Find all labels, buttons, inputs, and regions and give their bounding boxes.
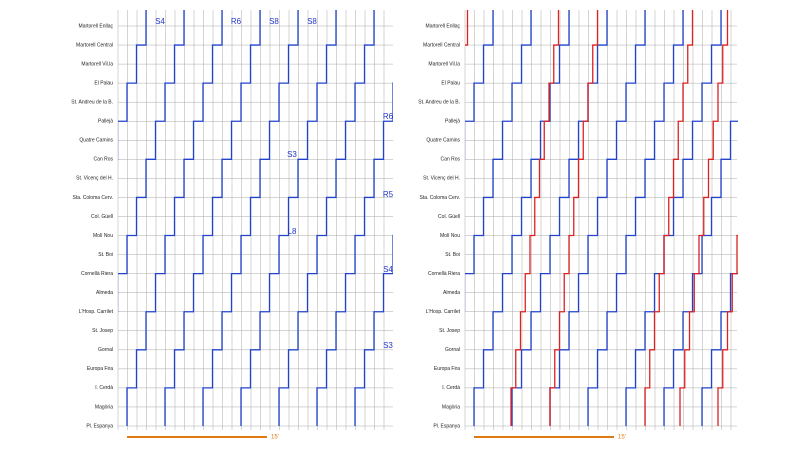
station-label: Molí Nou xyxy=(440,233,460,239)
station-label: Martorell Enllaç xyxy=(79,23,114,29)
station-label: Martorell Vil.la xyxy=(81,61,113,67)
line-label: S8 xyxy=(269,17,279,26)
station-label: Cornellà Riera xyxy=(428,271,460,277)
scale-label: 15' xyxy=(271,435,279,441)
station-label: Gornal xyxy=(98,347,113,353)
station-label: Sta. Coloma Cerv. xyxy=(73,195,113,201)
train-path xyxy=(510,10,560,426)
train-path xyxy=(465,10,494,160)
station-label: Can Ros xyxy=(94,157,114,163)
line-label: S8 xyxy=(307,17,317,26)
station-label: Cornellà Riera xyxy=(81,271,113,277)
train-path xyxy=(625,10,722,426)
line-label: L8 xyxy=(288,227,297,236)
station-label: Magòria xyxy=(442,404,460,410)
station-label: St. Andreu de la B. xyxy=(418,100,460,106)
station-label: Pl. Espanya xyxy=(433,423,460,429)
train-path xyxy=(549,10,646,426)
station-label: St. Boi xyxy=(98,252,113,258)
station-label: Pallejà xyxy=(98,119,113,125)
station-label: Quatre Camins xyxy=(79,138,113,144)
station-label: El Palau xyxy=(94,80,113,86)
station-label: Sta. Coloma Cerv. xyxy=(420,195,460,201)
right-panel: Martorell Enllaç Martorell Central Martore… xyxy=(418,10,738,441)
train-path xyxy=(717,234,738,426)
station-label: St. Vicenç del H. xyxy=(423,176,460,182)
train-path xyxy=(663,120,738,426)
station-label: St. Andreu de la B. xyxy=(71,100,113,106)
station-label: Martorell Central xyxy=(76,42,113,48)
line-label: S4 xyxy=(383,265,393,274)
station-label: Martorell Enllaç xyxy=(426,23,461,29)
train-path xyxy=(118,10,185,313)
station-label: St. Vicenç del H. xyxy=(76,176,113,182)
station-label: Col. Güell xyxy=(91,214,113,220)
train-path xyxy=(118,10,147,160)
train-path xyxy=(587,10,684,426)
station-label: El Palau xyxy=(441,80,460,86)
station-label: L'Hosp. Carrilet xyxy=(426,309,461,315)
train-path xyxy=(126,10,223,426)
train-path xyxy=(701,272,738,426)
train-path xyxy=(240,10,337,426)
train-path xyxy=(0,0,13,426)
train-path xyxy=(679,10,729,426)
train-path xyxy=(202,10,299,426)
station-label: Molí Nou xyxy=(93,233,113,239)
train-path xyxy=(511,10,608,426)
train-path xyxy=(354,234,393,426)
train-path xyxy=(644,10,694,426)
station-label: Magòria xyxy=(95,404,113,410)
station-label: Pallejà xyxy=(445,119,460,125)
train-path xyxy=(0,0,89,426)
train-path xyxy=(164,10,261,426)
line-label: R6 xyxy=(383,112,394,121)
station-label: Almeda xyxy=(443,290,460,296)
train-path xyxy=(278,10,375,426)
scale-label: 15' xyxy=(618,435,626,441)
train-path xyxy=(549,10,599,426)
station-label: I. Cerdà xyxy=(95,385,113,391)
station-label: Almeda xyxy=(96,290,113,296)
train-path xyxy=(0,0,51,426)
station-label: Col. Güell xyxy=(438,214,460,220)
station-label: Pl. Espanya xyxy=(86,423,113,429)
left-panel: Martorell Enllaç Martorell Central Martore… xyxy=(0,0,394,441)
line-label: S3 xyxy=(383,341,393,350)
station-label: Europa Fira xyxy=(87,366,113,372)
line-label: R5 xyxy=(383,190,394,199)
trains xyxy=(465,10,738,426)
line-label: R6 xyxy=(231,17,242,26)
station-label: Martorell Central xyxy=(423,42,460,48)
station-label: L'Hosp. Carrilet xyxy=(79,309,114,315)
station-label: St. Josep xyxy=(439,328,460,334)
station-label: Quatre Camins xyxy=(426,138,460,144)
station-label: Gornal xyxy=(445,347,460,353)
station-label: Can Ros xyxy=(441,157,461,163)
station-label: I. Cerdà xyxy=(442,385,460,391)
line-label: S4 xyxy=(155,17,165,26)
station-label: St. Josep xyxy=(92,328,113,334)
train-path xyxy=(316,82,393,426)
trains xyxy=(0,0,393,426)
train-path xyxy=(465,10,469,46)
train-path xyxy=(465,10,532,313)
train-path xyxy=(473,10,570,426)
station-label: St. Boi xyxy=(445,252,460,258)
station-label: Martorell Vil.la xyxy=(428,61,460,67)
station-label: Europa Fira xyxy=(434,366,460,372)
line-label: S3 xyxy=(287,150,297,159)
